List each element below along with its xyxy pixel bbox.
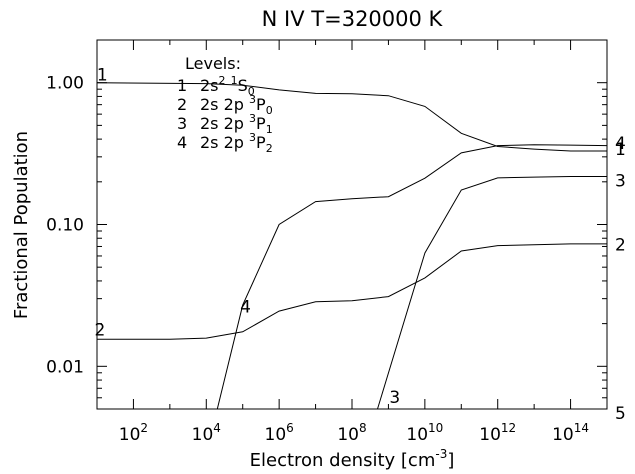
x-tick-label: 108 xyxy=(337,421,366,445)
right-labels: 41 3 2 5 xyxy=(615,134,626,424)
curve-label: 2 xyxy=(94,320,105,340)
series-line-level-3 xyxy=(377,176,607,410)
legend-entry-number: 3 xyxy=(177,114,187,133)
legend: Levels: 1 2s2 1S0 2 2s 2p 3P0 3 2s 2p 3P1 4 2s … xyxy=(177,54,273,155)
right-label: 1 xyxy=(615,140,626,160)
legend-rows: 1 2s2 1S0 2 2s 2p 3P0 3 2s 2p 3P1 4 2s 2p 3P2 xyxy=(177,74,273,155)
series-line-level-4 xyxy=(216,144,608,410)
y-axis-label: Fractional Population xyxy=(11,131,32,319)
x-tick-label: 104 xyxy=(192,421,221,445)
x-tick-label: 1010 xyxy=(406,421,443,445)
curve-label: 4 xyxy=(240,297,251,317)
x-tick-label: 106 xyxy=(265,421,294,445)
legend-title: Levels: xyxy=(185,54,241,73)
x-axis-label-sup: -3 xyxy=(435,447,447,461)
legend-entry-number: 4 xyxy=(177,133,187,152)
legend-entry-number: 2 xyxy=(177,95,187,114)
axis-ticks: 102 104 106 108 1010 1012 1014 0.01 0.10 1.00 xyxy=(46,39,608,445)
chart-title: N IV T=320000 K xyxy=(262,7,444,31)
legend-entry-config: 2s 2p 3P2 xyxy=(200,131,273,155)
legend-entry-config: 2s 2p 3P1 xyxy=(200,112,273,136)
y-tick-label: 0.01 xyxy=(46,357,84,377)
x-tick-label: 102 xyxy=(119,421,148,445)
legend-entry-config: 2s2 1S0 xyxy=(200,74,255,98)
legend-entry-number: 1 xyxy=(177,76,187,95)
series-line-level-1 xyxy=(96,82,607,152)
y-tick-label: 1.00 xyxy=(46,74,84,94)
plot-frame xyxy=(96,39,608,410)
curve-label: 3 xyxy=(389,388,400,408)
y-tick-label: 0.10 xyxy=(46,216,84,236)
right-label: 4 xyxy=(615,134,626,154)
series-line-level-2 xyxy=(97,243,607,340)
legend-entry-config: 2s 2p 3P0 xyxy=(200,93,273,117)
curve-label: 1 xyxy=(97,65,108,85)
right-label: 5 xyxy=(615,404,626,424)
x-tick-label: 1012 xyxy=(479,421,516,445)
series-group xyxy=(96,82,608,410)
right-label: 3 xyxy=(615,171,626,191)
right-label: 2 xyxy=(615,236,626,256)
x-axis-label-main: Electron density [cm xyxy=(250,450,436,471)
x-axis-label-end: ] xyxy=(447,450,454,471)
x-axis-label: Electron density [cm-3] xyxy=(250,447,455,471)
x-tick-label: 1014 xyxy=(552,421,589,445)
